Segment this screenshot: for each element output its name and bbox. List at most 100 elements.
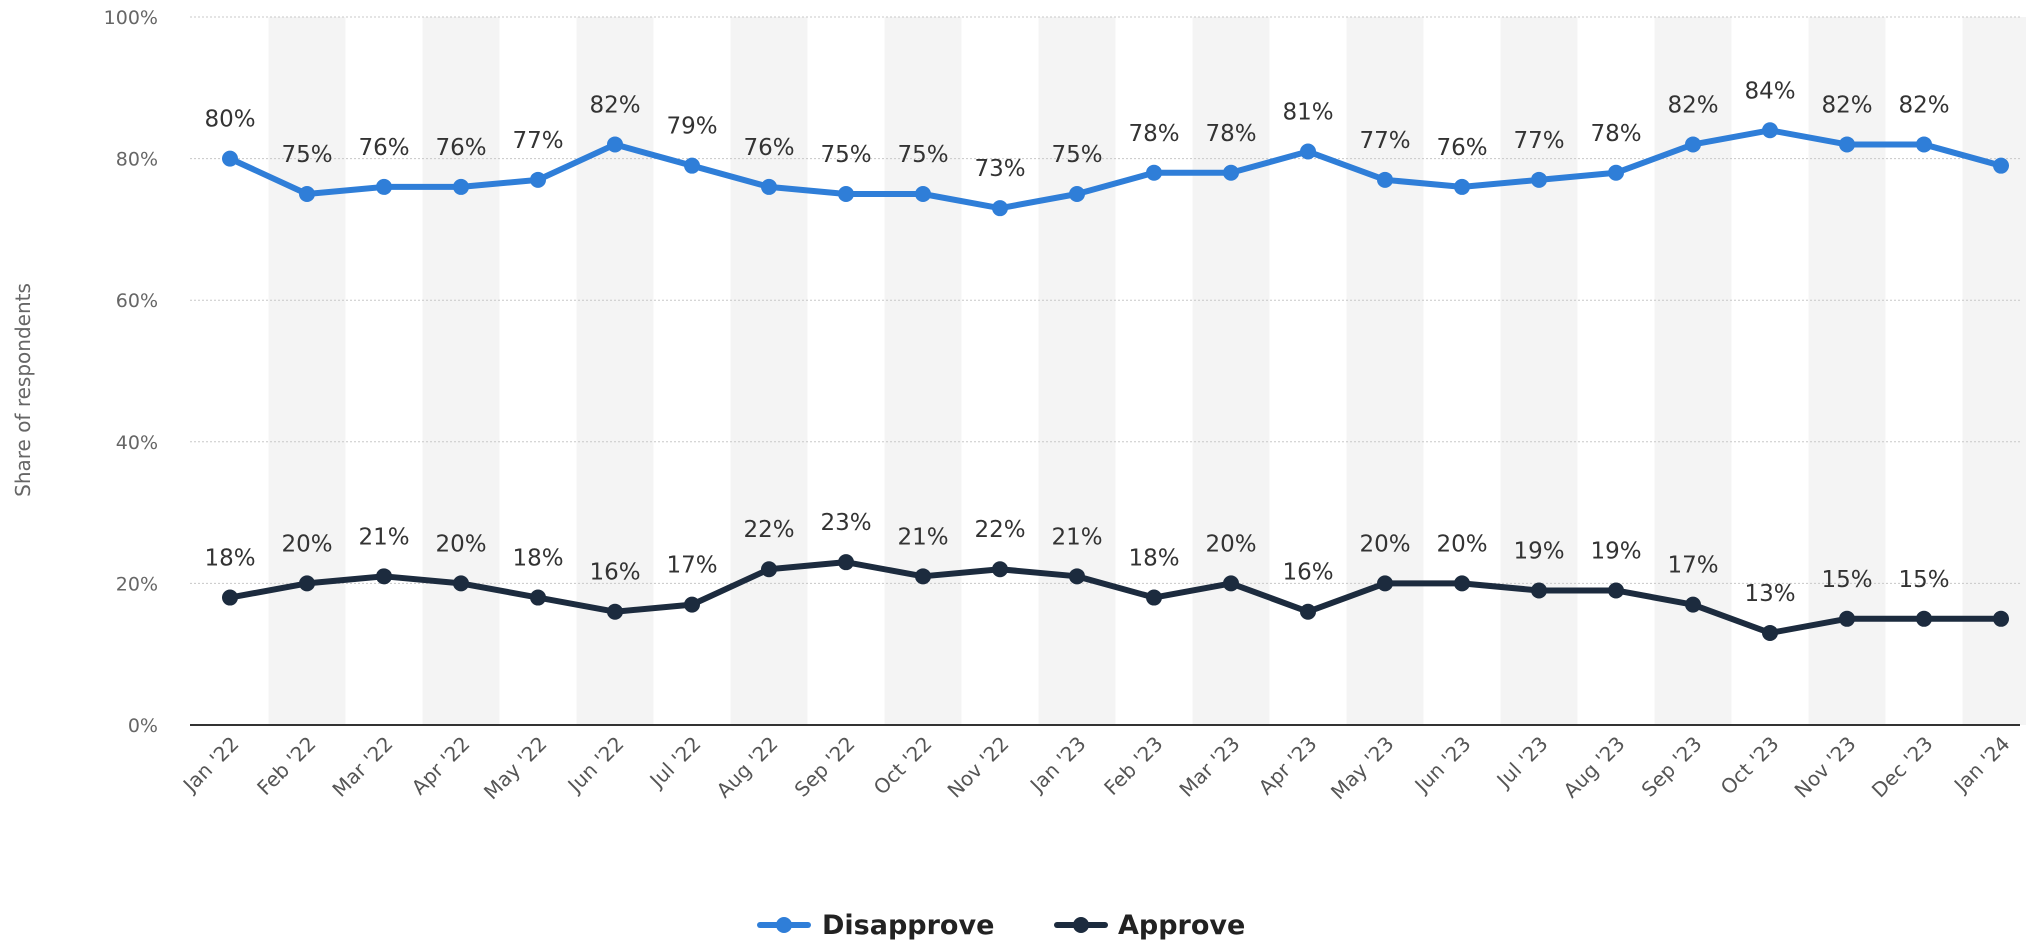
data-point — [1377, 171, 1393, 188]
series-lines — [227, 127, 2004, 636]
data-label: 21% — [897, 524, 948, 550]
data-point — [761, 178, 777, 195]
data-point — [1685, 136, 1701, 153]
x-tick-label: Feb '23 — [1099, 732, 1167, 800]
data-point — [607, 136, 623, 153]
column-band — [268, 17, 346, 725]
data-label: 15% — [1821, 567, 1872, 593]
data-point — [1146, 589, 1162, 606]
x-tick-label: Jan '24 — [1948, 732, 2015, 799]
y-tick-label: 100% — [104, 7, 158, 29]
x-tick-label: Apr '22 — [407, 732, 475, 800]
data-label: 20% — [281, 531, 332, 557]
data-point — [1916, 610, 1932, 627]
data-point — [1069, 568, 1085, 585]
data-point — [1608, 582, 1624, 599]
data-point — [1300, 143, 1316, 160]
data-label: 20% — [1436, 531, 1487, 557]
data-label: 82% — [1898, 92, 1949, 118]
x-tick-label: Jan '22 — [177, 732, 244, 799]
data-label: 13% — [1744, 581, 1795, 607]
x-axis: Jan '22 Feb '22 Mar '22 Apr '22 May '22 Jun '… — [177, 732, 2015, 805]
data-point — [1608, 164, 1624, 181]
data-point — [1762, 122, 1778, 139]
column-band — [1962, 17, 2026, 725]
data-label: 82% — [1667, 92, 1718, 118]
legend-disapprove-marker-icon — [776, 917, 792, 933]
y-tick-label: 20% — [116, 573, 158, 595]
x-tick-label: Jun '22 — [562, 732, 629, 799]
x-tick-label: Mar '23 — [1174, 732, 1244, 802]
data-label: 77% — [1513, 128, 1564, 154]
data-point — [530, 589, 546, 606]
data-label: 77% — [1359, 128, 1410, 154]
data-point — [1531, 171, 1547, 188]
data-point — [761, 561, 777, 578]
data-label: 76% — [743, 135, 794, 161]
data-point — [222, 589, 238, 606]
data-label: 75% — [1051, 142, 1102, 168]
data-point — [1223, 164, 1239, 181]
data-label: 78% — [1590, 121, 1641, 147]
data-label: 18% — [204, 546, 255, 572]
data-label: 16% — [1282, 560, 1333, 586]
data-point — [838, 554, 854, 571]
data-label: 19% — [1513, 538, 1564, 564]
data-label: 76% — [435, 135, 486, 161]
data-point — [607, 603, 623, 620]
x-tick-label: Oct '23 — [1716, 732, 1784, 800]
data-point — [530, 171, 546, 188]
column-band — [884, 17, 962, 725]
x-tick-label: Jun '23 — [1409, 732, 1476, 799]
data-point — [838, 186, 854, 202]
data-point — [299, 575, 315, 592]
data-labels: 80% 75% 76% 76% 77% 82% 79% 76% 75% 75% 73% 75% 78% 7… — [204, 78, 1949, 607]
data-label: 75% — [820, 142, 871, 168]
series-points — [222, 122, 2009, 641]
x-tick-label: Aug '22 — [712, 732, 783, 803]
x-tick-label: Jan '23 — [1024, 732, 1091, 799]
data-label: 20% — [1205, 531, 1256, 557]
data-label: 76% — [358, 135, 409, 161]
data-point — [1993, 610, 2009, 627]
column-band — [730, 17, 808, 725]
data-label: 21% — [358, 524, 409, 550]
column-band — [1038, 17, 1116, 725]
column-band — [1808, 17, 1886, 725]
x-tick-label: Aug '23 — [1559, 732, 1630, 803]
x-tick-label: Apr '23 — [1254, 732, 1322, 800]
data-label: 18% — [512, 546, 563, 572]
data-label: 17% — [666, 553, 717, 579]
legend-item-approve[interactable]: Approve — [1054, 910, 1245, 941]
y-axis-title: Share of respondents — [11, 283, 35, 497]
data-point — [684, 596, 700, 613]
legend-label-disapprove: Disapprove — [822, 910, 994, 941]
data-point — [1223, 575, 1239, 592]
data-point — [1069, 186, 1085, 202]
data-point — [1839, 610, 1855, 627]
data-label: 20% — [435, 531, 486, 557]
legend-item-disapprove[interactable]: Disapprove — [757, 910, 994, 941]
series-line-disapprove — [227, 127, 2004, 212]
data-label: 79% — [666, 114, 717, 140]
data-label: 82% — [1821, 92, 1872, 118]
column-band — [1654, 17, 1732, 725]
data-label: 22% — [743, 517, 794, 543]
data-label: 77% — [512, 128, 563, 154]
data-point — [222, 150, 238, 167]
data-label: 22% — [974, 517, 1025, 543]
data-point — [1916, 136, 1932, 153]
data-label: 78% — [1128, 121, 1179, 147]
x-tick-label: Sep '22 — [790, 732, 860, 802]
data-label: 81% — [1282, 100, 1333, 126]
data-point — [1993, 157, 2009, 174]
legend-label-approve: Approve — [1118, 910, 1245, 941]
data-point — [1839, 136, 1855, 153]
data-point — [1685, 596, 1701, 613]
data-point — [684, 157, 700, 174]
data-point — [992, 200, 1008, 217]
legend: Disapprove Approve — [757, 910, 1245, 941]
legend-approve-marker-icon — [1073, 917, 1089, 933]
gridlines — [190, 16, 2020, 726]
x-tick-label: May '23 — [1326, 732, 1399, 805]
